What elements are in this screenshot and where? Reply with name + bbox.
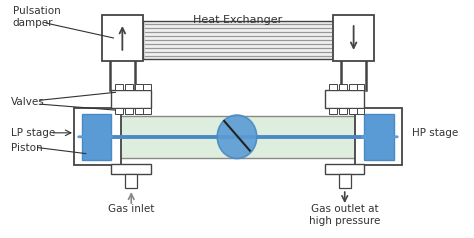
Bar <box>116 84 123 90</box>
Bar <box>349 84 356 90</box>
Text: Pulsation
damper: Pulsation damper <box>13 6 60 28</box>
Bar <box>355 108 402 165</box>
Bar <box>365 114 394 159</box>
Bar <box>125 84 133 90</box>
Bar <box>339 84 346 90</box>
Bar <box>329 84 337 90</box>
Bar <box>143 21 333 59</box>
Bar <box>356 84 365 90</box>
Bar <box>356 108 365 114</box>
Bar <box>333 15 374 61</box>
Bar <box>135 108 143 114</box>
Text: Piston: Piston <box>11 143 42 153</box>
Bar <box>143 108 151 114</box>
Bar <box>119 116 355 158</box>
Bar <box>111 164 151 174</box>
Bar <box>101 15 143 61</box>
Text: Gas outlet at
high pressure: Gas outlet at high pressure <box>309 204 381 226</box>
Text: Gas inlet: Gas inlet <box>108 204 155 214</box>
Bar <box>74 108 121 165</box>
Ellipse shape <box>217 115 257 159</box>
Text: Heat Exchanger: Heat Exchanger <box>193 15 283 25</box>
Text: HP stage: HP stage <box>412 128 458 138</box>
Bar <box>143 84 151 90</box>
Bar <box>125 174 137 188</box>
Text: Valves: Valves <box>11 97 45 107</box>
Bar <box>125 108 133 114</box>
Bar <box>111 90 151 108</box>
Text: LP stage: LP stage <box>11 128 55 138</box>
Bar <box>339 108 346 114</box>
Bar <box>82 114 111 159</box>
Bar <box>325 90 365 108</box>
Bar <box>329 108 337 114</box>
Bar <box>116 108 123 114</box>
Bar <box>349 108 356 114</box>
Bar <box>339 174 351 188</box>
Bar <box>325 164 365 174</box>
Bar <box>135 84 143 90</box>
